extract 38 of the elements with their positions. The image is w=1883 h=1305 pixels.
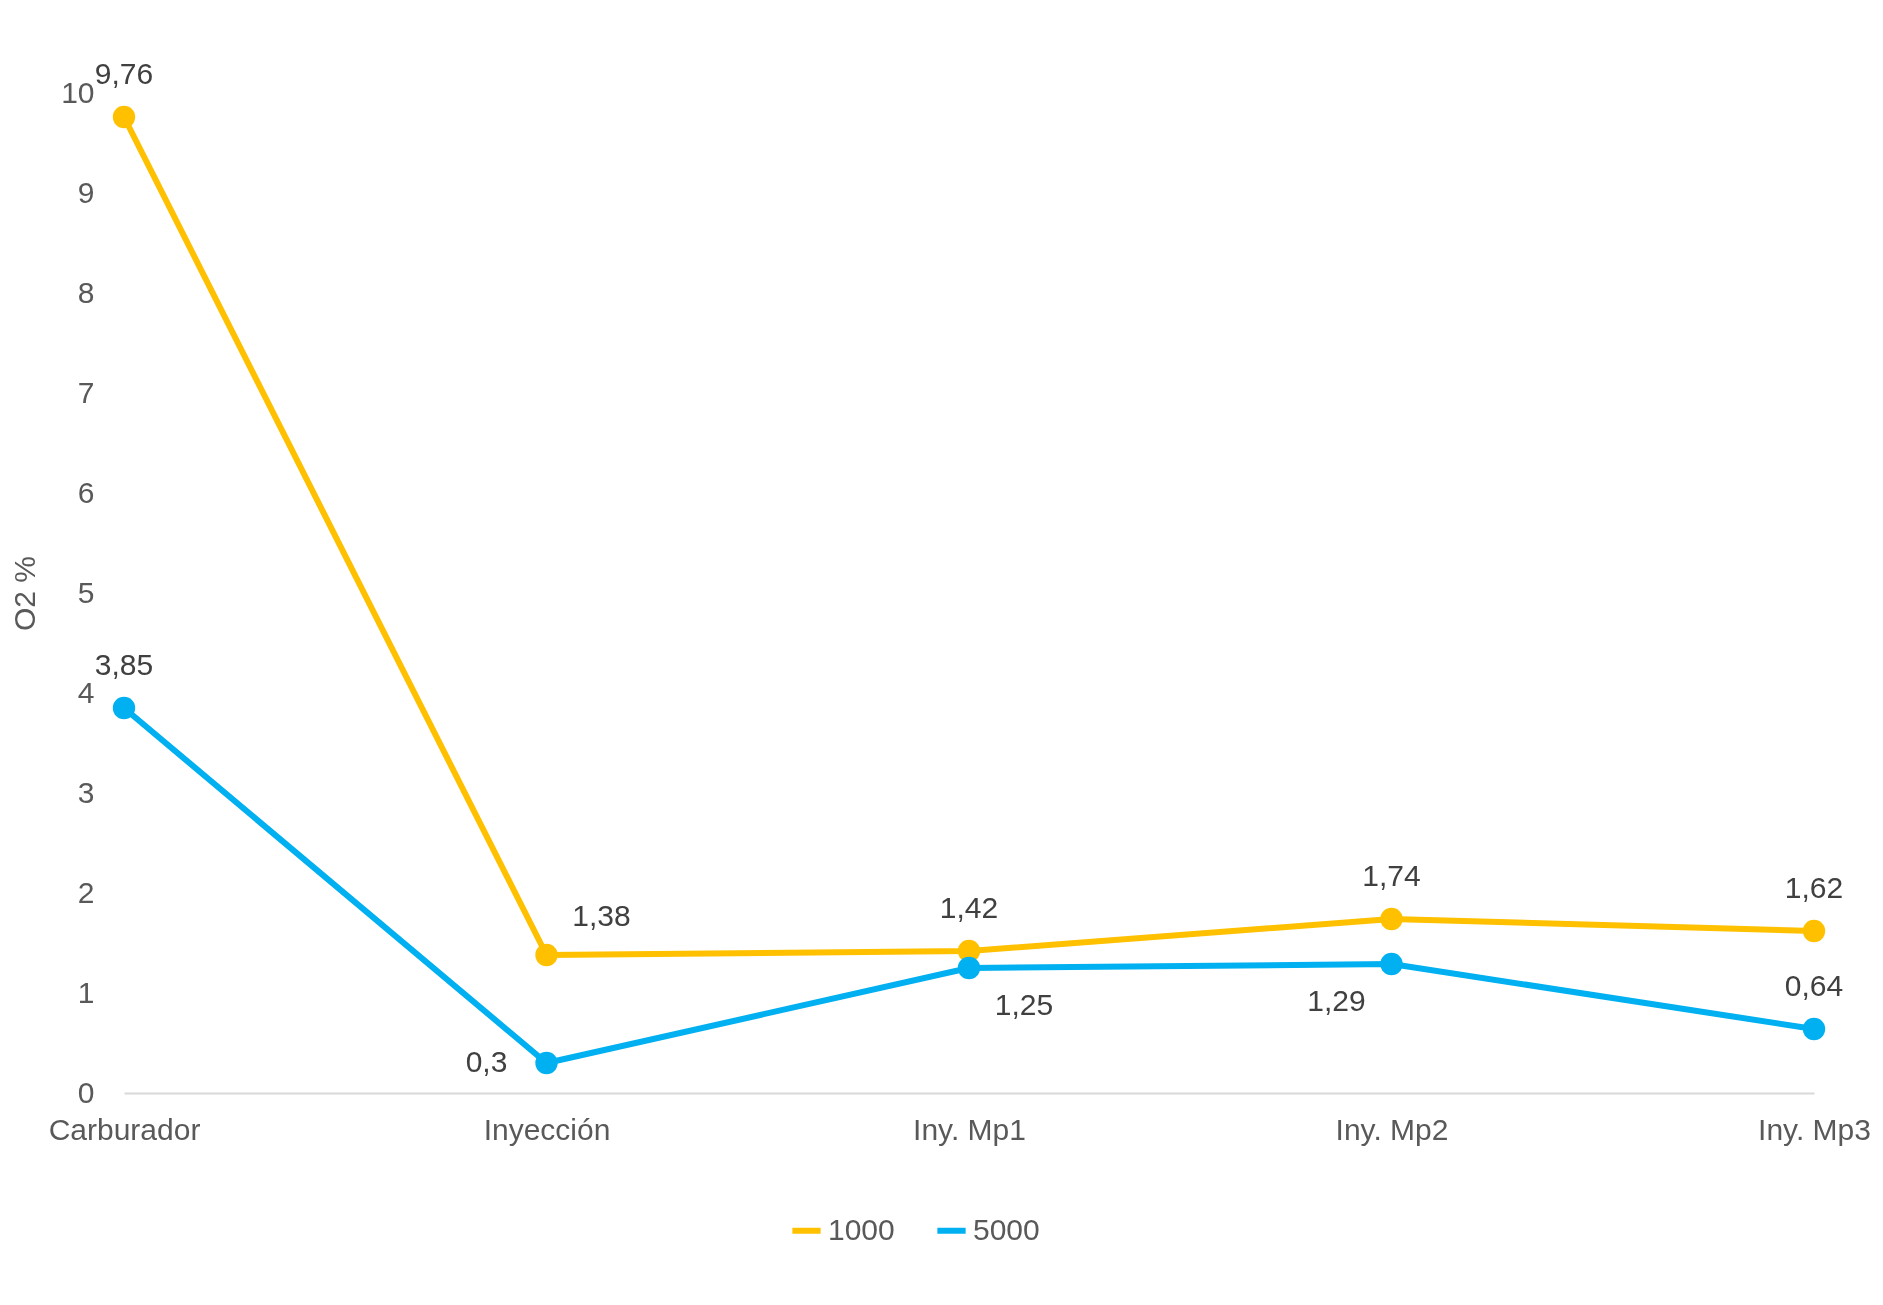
y-tick-label: 1 [77, 975, 95, 1009]
data-label: 0,3 [465, 1045, 508, 1078]
point [1802, 1017, 1826, 1041]
point [957, 956, 981, 980]
y-tick-label: 0 [77, 1075, 95, 1109]
y-tick-label: 9 [77, 175, 95, 209]
y-tick-label: 7 [77, 375, 95, 409]
y-axis-title: O2 % [8, 555, 42, 632]
point [1380, 952, 1403, 976]
x-tick-label: Inyección [483, 1112, 611, 1146]
data-label: 1,74 [1362, 859, 1421, 892]
y-tick-label: 4 [77, 675, 95, 709]
y-tick-label: 8 [77, 275, 95, 309]
point [535, 943, 558, 967]
y-tick-label: 3 [77, 775, 95, 809]
point [112, 105, 136, 129]
data-label: 3,85 [94, 648, 154, 681]
x-tick-label: Iny. Mp3 [1758, 1112, 1871, 1146]
point [1380, 907, 1403, 931]
x-tick-label: Carburador [48, 1112, 201, 1146]
y-tick-label: 10 [61, 75, 95, 109]
y-tick-label: 6 [77, 475, 95, 509]
data-label: 1,42 [939, 891, 999, 924]
x-tick-label: Iny. Mp1 [913, 1112, 1026, 1146]
data-label: 1,62 [1784, 871, 1844, 904]
point [535, 1051, 558, 1075]
data-label: 1,38 [572, 899, 631, 932]
data-label: 0,64 [1784, 969, 1844, 1002]
y-tick-label: 5 [77, 575, 95, 609]
x-tick-label: Iny. Mp2 [1335, 1112, 1449, 1146]
data-label: 9,76 [94, 57, 154, 90]
data-label: 1,25 [994, 988, 1054, 1021]
legend-label: 5000 [973, 1212, 1040, 1246]
point [1802, 919, 1826, 943]
point [112, 696, 136, 720]
data-label: 1,29 [1307, 984, 1366, 1017]
legend-label: 1000 [828, 1212, 895, 1246]
y-tick-label: 2 [77, 875, 95, 909]
